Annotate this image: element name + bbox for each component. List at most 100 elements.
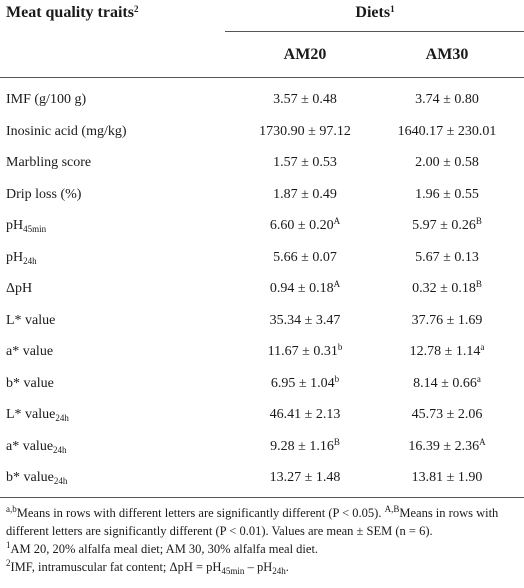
supscript: A,B (384, 504, 400, 514)
text: AM30 (425, 46, 469, 63)
text: 1.96 ± 0.55 (415, 186, 479, 202)
supscript: a,b (6, 504, 17, 514)
cell-value: 37.76 ± 1.69 (347, 311, 524, 331)
row-label: ΔpH (6, 279, 32, 299)
text: L* value (6, 407, 56, 422)
column-header: AM20 (205, 45, 405, 65)
text: Drip loss (%) (6, 186, 82, 202)
cell-value: 3.74 ± 0.80 (347, 90, 524, 110)
supscript: 2 (6, 558, 11, 568)
text: 0.32 ± 0.18 (412, 281, 476, 296)
cell-value: 3.57 ± 0.48 (205, 90, 405, 110)
footnote: 1AM 20, 20% alfalfa meal diet; AM 30, 30… (6, 540, 520, 558)
supscript: b (337, 342, 343, 352)
row-label: L* value24h (6, 405, 69, 425)
text: Meat quality traits (6, 4, 134, 21)
text: 1.57 ± 0.53 (273, 155, 337, 170)
supscript: B (475, 279, 482, 289)
footnote: a,bMeans in rows with different letters … (6, 504, 520, 540)
cell-value: 1640.17 ± 230.01 (347, 122, 524, 142)
supscript: B (333, 436, 340, 447)
row-label: a* value24h (6, 437, 67, 457)
supscript: A (333, 279, 341, 289)
cell-value: 11.67 ± 0.31b (205, 342, 405, 362)
cell-value: 5.67 ± 0.13 (347, 248, 524, 268)
cell-value: 13.27 ± 1.48 (205, 468, 405, 488)
text: 8.14 ± 0.66 (413, 375, 477, 391)
text: 1730.90 ± 97.12 (259, 123, 351, 139)
footnotes: a,bMeans in rows with different letters … (6, 504, 520, 576)
cell-value: 46.41 ± 2.13 (205, 405, 405, 425)
cell-value: 16.39 ± 2.36A (347, 437, 524, 457)
text: 35.34 ± 3.47 (269, 312, 341, 328)
text: Means in rows with different letters are… (6, 506, 499, 538)
text: 9.28 ± 1.16 (270, 438, 334, 454)
row-label: Marbling score (6, 153, 91, 173)
row-label: L* value (6, 311, 55, 331)
row-label: IMF (g/100 g) (6, 90, 86, 110)
text: L* value (6, 312, 56, 328)
text: 3.57 ± 0.48 (273, 92, 337, 107)
text: AM20 (283, 46, 327, 63)
text: AM 20, 20% alfalfa meal diet; AM 30, 30%… (10, 542, 319, 556)
text: IMF (g/100 g) (6, 92, 87, 107)
subscript: 45min (23, 224, 47, 234)
cell-value: 9.28 ± 1.16B (205, 437, 405, 457)
row-label: a* value (6, 342, 53, 362)
text: 37.76 ± 1.69 (411, 312, 483, 328)
cell-value: 0.32 ± 0.18B (347, 279, 524, 299)
subscript: 24h (272, 566, 286, 576)
text: 13.81 ± 1.90 (411, 470, 483, 485)
cell-value: 12.78 ± 1.14a (347, 342, 524, 362)
supscript: A (479, 436, 486, 447)
header-trait: Meat quality traits2 (6, 3, 138, 23)
supscript: A (333, 216, 341, 226)
text: 1640.17 ± 230.01 (397, 123, 497, 139)
supscript: a (480, 342, 485, 352)
row-label: pH45min (6, 216, 46, 236)
supscript: B (475, 216, 482, 226)
row-label: pH24h (6, 248, 37, 268)
text: 5.66 ± 0.07 (273, 249, 337, 265)
subscript: 24h (53, 476, 68, 486)
text: 2.00 ± 0.58 (415, 155, 479, 170)
cell-value: 6.95 ± 1.04b (205, 374, 405, 394)
cell-value: 35.34 ± 3.47 (205, 311, 405, 331)
text: 16.39 ± 2.36 (408, 438, 480, 454)
text: IMF, intramuscular fat content; ΔpH = pH (10, 560, 222, 574)
supscript: b (334, 373, 340, 384)
text: b* value (6, 470, 54, 485)
column-header: AM30 (347, 45, 524, 65)
text: 5.67 ± 0.13 (415, 249, 479, 265)
text: Marbling score (6, 155, 92, 170)
text: 0.94 ± 0.18 (269, 281, 334, 296)
cell-value: 2.00 ± 0.58 (347, 153, 524, 173)
subscript: 24h (55, 413, 69, 423)
cell-value: 1.87 ± 0.49 (205, 185, 405, 205)
cell-value: 1.96 ± 0.55 (347, 185, 524, 205)
group-rule (225, 31, 524, 32)
footnote: 2IMF, intramuscular fat content; ΔpH = p… (6, 558, 520, 576)
text: 3.74 ± 0.80 (415, 92, 479, 107)
row-label: Inosinic acid (mg/kg) (6, 122, 127, 142)
text: 46.41 ± 2.13 (269, 407, 341, 422)
row-label: b* value24h (6, 468, 67, 488)
text: 12.78 ± 1.14 (409, 344, 481, 359)
supscript: a (476, 373, 481, 384)
cell-value: 1.57 ± 0.53 (205, 153, 405, 173)
text: b* value (6, 375, 54, 391)
text: . (285, 560, 289, 574)
text: Inosinic acid (mg/kg) (6, 123, 127, 139)
text: ΔpH (6, 281, 33, 296)
supscript: 1 (6, 540, 11, 550)
row-label: b* value (6, 374, 54, 394)
cell-value: 0.94 ± 0.18A (205, 279, 405, 299)
text: 45.73 ± 2.06 (411, 407, 483, 422)
text: – pH (244, 560, 273, 574)
text: Means in rows with different letters are… (16, 506, 385, 520)
text: 6.60 ± 0.20 (269, 218, 334, 233)
supscript: 1 (390, 4, 395, 14)
subscript: 24h (53, 444, 67, 455)
text: pH (6, 218, 24, 233)
supscript: 2 (133, 4, 139, 14)
